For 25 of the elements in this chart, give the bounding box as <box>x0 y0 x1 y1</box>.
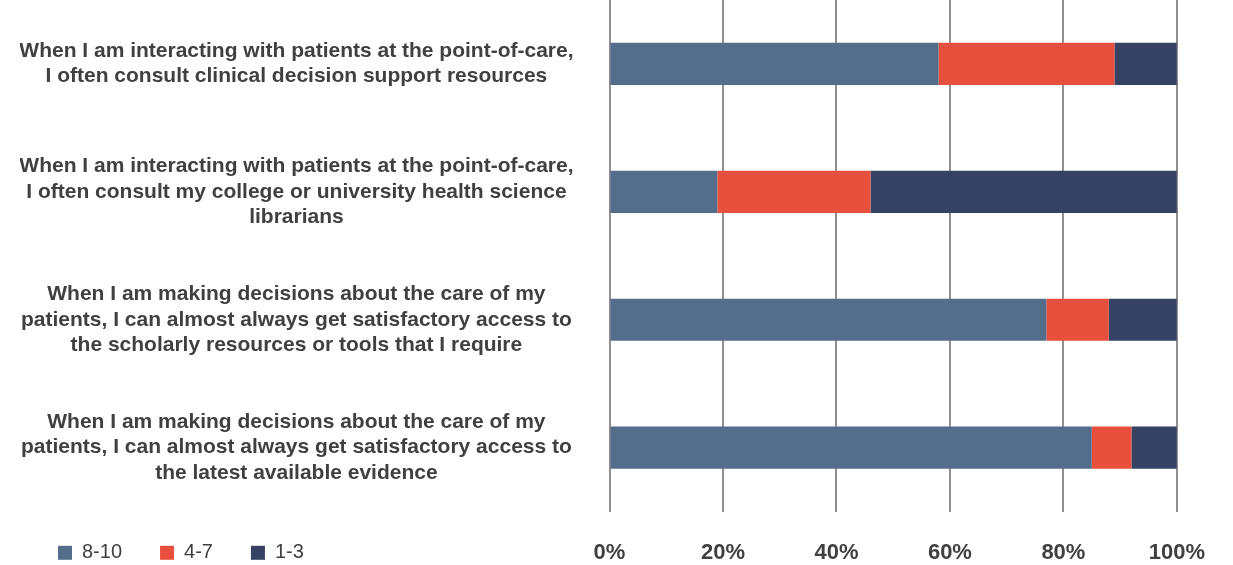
bar <box>717 170 871 213</box>
bar <box>610 42 939 86</box>
bar <box>1046 298 1109 341</box>
y-tick-label: When I am interacting with patients at the point-of-care, I often consult clinical decision support resources <box>19 38 574 87</box>
bar <box>938 42 1115 86</box>
x-tick-label: 0% <box>593 538 626 564</box>
x-tick-label: 80% <box>1041 538 1086 564</box>
x-tick-label: 100% <box>1148 538 1206 564</box>
bar <box>610 298 1047 341</box>
legend-label: 8-10 <box>82 540 123 563</box>
y-tick-label: When I am making decisions about the care of my patients, I can almost always get satisfactory access to the latest available evidence <box>20 409 572 483</box>
y-tick-label: When I am making decisions about the care of my patients, I can almost always get satisfactory access to the scholarly resources or tools that I require <box>20 281 572 355</box>
x-tick-label: 20% <box>700 538 745 564</box>
bar <box>1131 426 1177 469</box>
bar <box>1114 42 1177 86</box>
legend-label: 4-7 <box>184 540 213 563</box>
bar <box>610 426 1092 469</box>
legend-label: 1-3 <box>274 540 304 563</box>
bar <box>870 170 1177 213</box>
y-tick-label: When I am interacting with patients at the point-of-care, I often consult my college or university health science librarians <box>19 153 574 227</box>
bar <box>1091 426 1132 469</box>
bar <box>1108 298 1177 341</box>
bar <box>610 170 718 213</box>
x-tick-label: 40% <box>814 538 859 564</box>
x-tick-label: 60% <box>927 538 972 564</box>
